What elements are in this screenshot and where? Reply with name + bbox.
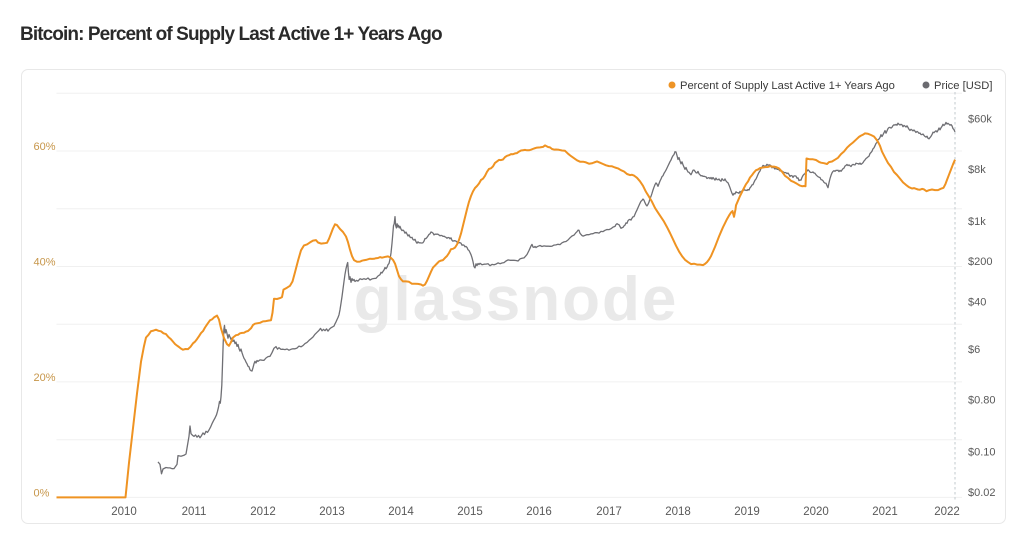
svg-text:2022: 2022	[934, 506, 960, 518]
svg-text:60%: 60%	[34, 141, 56, 153]
svg-text:$60k: $60k	[968, 113, 992, 125]
svg-text:2015: 2015	[457, 506, 483, 518]
svg-text:2018: 2018	[665, 506, 691, 518]
svg-text:$200: $200	[968, 256, 992, 268]
svg-text:$0.02: $0.02	[968, 487, 996, 499]
svg-text:2020: 2020	[803, 506, 829, 518]
svg-text:2017: 2017	[596, 506, 622, 518]
svg-text:20%: 20%	[34, 372, 56, 384]
svg-text:2013: 2013	[319, 506, 345, 518]
svg-text:2019: 2019	[734, 506, 760, 518]
svg-text:Price [USD]: Price [USD]	[934, 80, 992, 92]
svg-text:2012: 2012	[250, 506, 276, 518]
svg-text:40%: 40%	[34, 257, 56, 269]
svg-text:2014: 2014	[388, 506, 414, 518]
svg-text:$6: $6	[968, 344, 980, 356]
svg-text:Percent of Supply Last Active: Percent of Supply Last Active 1+ Years A…	[680, 80, 895, 92]
svg-text:2021: 2021	[872, 506, 898, 518]
svg-text:glassnode: glassnode	[354, 265, 679, 334]
svg-text:$0.10: $0.10	[968, 447, 996, 459]
svg-text:$40: $40	[968, 297, 986, 309]
svg-text:2010: 2010	[111, 506, 137, 518]
svg-text:$8k: $8k	[968, 164, 986, 176]
svg-text:$0.80: $0.80	[968, 395, 996, 407]
svg-text:2016: 2016	[526, 506, 552, 518]
svg-text:0%: 0%	[34, 488, 50, 500]
svg-text:2011: 2011	[182, 506, 207, 518]
svg-text:$1k: $1k	[968, 216, 986, 228]
